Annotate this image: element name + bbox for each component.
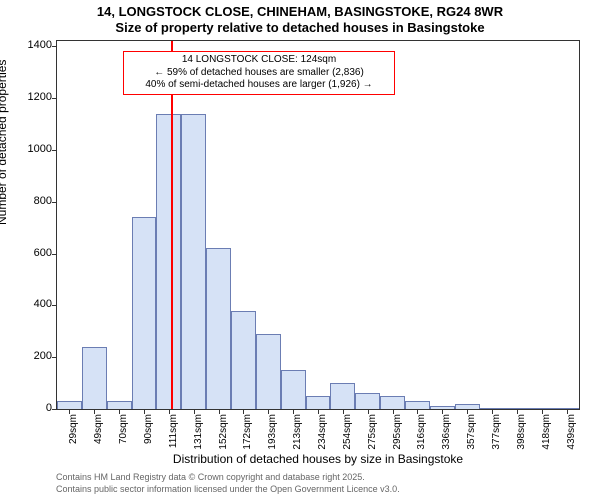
y-tick-mark: [52, 254, 57, 255]
y-tick-label: 400: [12, 298, 52, 310]
histogram-bar: [231, 311, 256, 409]
histogram-bar: [281, 370, 306, 409]
annotation-line3: 40% of semi-detached houses are larger (…: [130, 79, 388, 92]
x-tick-label: 193sqm: [267, 414, 278, 450]
annotation-box: 14 LONGSTOCK CLOSE: 124sqm← 59% of detac…: [123, 51, 395, 95]
x-tick-label: 70sqm: [118, 414, 129, 444]
x-tick-label: 336sqm: [441, 414, 452, 450]
histogram-bar: [206, 248, 231, 409]
histogram-bar: [181, 114, 206, 409]
y-tick-label: 1000: [12, 143, 52, 155]
x-tick-label: 152sqm: [218, 414, 229, 450]
annotation-line1: 14 LONGSTOCK CLOSE: 124sqm: [130, 54, 388, 67]
y-tick-label: 0: [12, 402, 52, 414]
y-tick-label: 1200: [12, 91, 52, 103]
histogram-bar: [355, 393, 380, 409]
histogram-bar: [380, 396, 405, 409]
footer-line2: Contains public sector information licen…: [56, 484, 400, 494]
y-tick-mark: [52, 150, 57, 151]
x-tick-label: 316sqm: [416, 414, 427, 450]
histogram-bar: [306, 396, 331, 409]
x-tick-label: 439sqm: [566, 414, 577, 450]
x-tick-label: 131sqm: [193, 414, 204, 450]
y-tick-mark: [52, 98, 57, 99]
histogram-bar: [57, 401, 82, 409]
histogram-bar: [156, 114, 181, 409]
histogram-bar: [256, 334, 281, 409]
histogram-bar: [330, 383, 355, 409]
y-tick-label: 200: [12, 350, 52, 362]
x-tick-label: 29sqm: [68, 414, 79, 444]
chart-title-line2: Size of property relative to detached ho…: [0, 20, 600, 35]
x-tick-label: 377sqm: [491, 414, 502, 450]
x-tick-label: 295sqm: [392, 414, 403, 450]
footer-line1: Contains HM Land Registry data © Crown c…: [56, 472, 365, 482]
histogram-bar: [405, 401, 430, 409]
x-tick-label: 418sqm: [541, 414, 552, 450]
annotation-line2: ← 59% of detached houses are smaller (2,…: [130, 67, 388, 80]
y-tick-label: 1400: [12, 39, 52, 51]
x-tick-label: 357sqm: [466, 414, 477, 450]
y-tick-label: 800: [12, 195, 52, 207]
x-tick-label: 275sqm: [367, 414, 378, 450]
chart-title-line1: 14, LONGSTOCK CLOSE, CHINEHAM, BASINGSTO…: [0, 4, 600, 19]
y-tick-mark: [52, 305, 57, 306]
chart-container: 14, LONGSTOCK CLOSE, CHINEHAM, BASINGSTO…: [0, 0, 600, 500]
y-tick-mark: [52, 409, 57, 410]
histogram-bar: [82, 347, 107, 409]
histogram-bar: [132, 217, 157, 409]
y-tick-mark: [52, 357, 57, 358]
x-tick-label: 234sqm: [317, 414, 328, 450]
x-tick-label: 111sqm: [168, 414, 179, 448]
property-marker-line: [171, 41, 173, 409]
x-tick-label: 254sqm: [342, 414, 353, 450]
x-tick-label: 90sqm: [143, 414, 154, 444]
y-tick-label: 600: [12, 247, 52, 259]
y-axis-label: Number of detached properties: [0, 60, 9, 225]
y-tick-mark: [52, 46, 57, 47]
y-tick-mark: [52, 202, 57, 203]
histogram-bar: [107, 401, 132, 409]
plot-area: 14 LONGSTOCK CLOSE: 124sqm← 59% of detac…: [56, 40, 580, 410]
x-tick-label: 172sqm: [242, 414, 253, 450]
x-tick-label: 398sqm: [516, 414, 527, 450]
x-axis-label: Distribution of detached houses by size …: [56, 452, 580, 466]
x-tick-label: 49sqm: [93, 414, 104, 444]
x-tick-label: 213sqm: [292, 414, 303, 450]
